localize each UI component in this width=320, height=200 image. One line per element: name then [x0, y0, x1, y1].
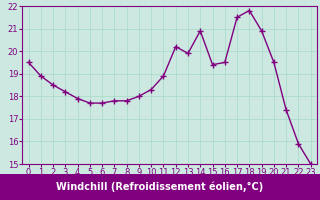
Text: Windchill (Refroidissement éolien,°C): Windchill (Refroidissement éolien,°C) — [56, 182, 264, 192]
